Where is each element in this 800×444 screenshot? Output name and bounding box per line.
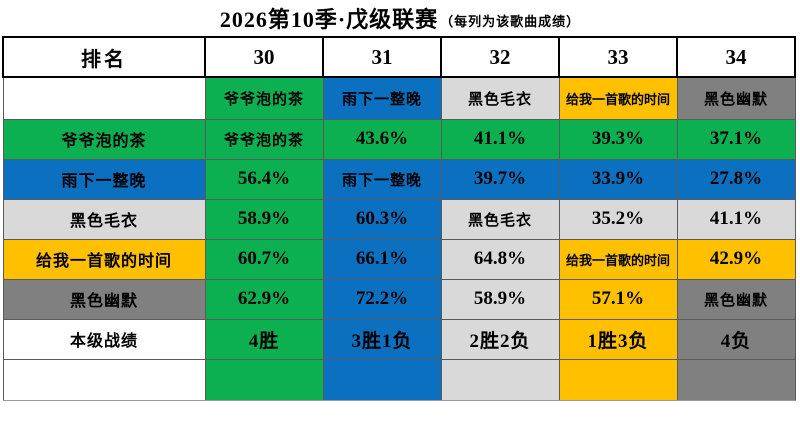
rank-header-33: 33 bbox=[558, 36, 678, 78]
matrix-cell: 43.6% bbox=[322, 118, 442, 160]
record-row-label: 本级战绩 bbox=[2, 318, 206, 360]
song-name-cell: 雨下一整晚 bbox=[322, 158, 442, 200]
record-cell: 4胜 bbox=[204, 318, 324, 360]
empty-color-cell bbox=[440, 358, 560, 401]
matrix-cell: 39.3% bbox=[558, 118, 678, 160]
song-name-cell: 给我一首歌的时间 bbox=[558, 238, 678, 280]
row-label: 雨下一整晚 bbox=[2, 158, 206, 200]
matrix-cell: 39.7% bbox=[440, 158, 560, 200]
matrix-cell: 41.1% bbox=[676, 198, 796, 240]
matrix-cell: 58.9% bbox=[204, 198, 324, 240]
song-header-cell: 爷爷泡的茶 bbox=[204, 76, 324, 120]
empty-color-cell bbox=[204, 358, 324, 401]
matrix-cell: 62.9% bbox=[204, 278, 324, 320]
matrix-cell: 35.2% bbox=[558, 198, 678, 240]
row-label: 爷爷泡的茶 bbox=[2, 118, 206, 160]
matrix-cell: 37.1% bbox=[676, 118, 796, 160]
row-label: 黑色毛衣 bbox=[2, 198, 206, 240]
record-cell: 1胜3负 bbox=[558, 318, 678, 360]
song-name-cell: 爷爷泡的茶 bbox=[204, 118, 324, 160]
rank-header-30: 30 bbox=[204, 36, 324, 78]
empty-color-cell bbox=[676, 358, 796, 401]
rank-header-32: 32 bbox=[440, 36, 560, 78]
song-header-row: 爷爷泡的茶 雨下一整晚 黑色毛衣 给我一首歌的时间 黑色幽默 bbox=[2, 76, 796, 120]
page-title: 2026第10季·戊级联赛 （每列为该歌曲成绩） bbox=[0, 0, 800, 36]
matrix-cell: 60.7% bbox=[204, 238, 324, 280]
song-header-cell: 黑色幽默 bbox=[676, 76, 796, 120]
matrix-cell: 64.8% bbox=[440, 238, 560, 280]
record-row: 本级战绩 4胜 3胜1负 2胜2负 1胜3负 4负 bbox=[2, 318, 796, 360]
matrix-cell: 57.1% bbox=[558, 278, 678, 320]
blank-corner-cell bbox=[2, 76, 206, 120]
matrix-cell: 66.1% bbox=[322, 238, 442, 280]
title-note-text: （每列为该歌曲成绩） bbox=[440, 13, 581, 29]
record-cell: 4负 bbox=[676, 318, 796, 360]
rank-header-34: 34 bbox=[676, 36, 796, 78]
row-label: 黑色幽默 bbox=[2, 278, 206, 320]
rank-corner-header: 排名 bbox=[2, 36, 206, 78]
matrix-cell: 41.1% bbox=[440, 118, 560, 160]
matrix-cell: 56.4% bbox=[204, 158, 324, 200]
song-header-cell: 雨下一整晚 bbox=[322, 76, 442, 120]
matrix-row: 给我一首歌的时间 60.7% 66.1% 64.8% 给我一首歌的时间 42.9… bbox=[2, 238, 796, 280]
matrix-row: 黑色毛衣 58.9% 60.3% 黑色毛衣 35.2% 41.1% bbox=[2, 198, 796, 240]
record-cell: 2胜2负 bbox=[440, 318, 560, 360]
matrix-cell: 27.8% bbox=[676, 158, 796, 200]
row-label: 给我一首歌的时间 bbox=[2, 238, 206, 280]
empty-row bbox=[2, 358, 796, 401]
empty-label-cell bbox=[2, 358, 206, 401]
league-table: 排名 30 31 32 33 34 爷爷泡的茶 雨下一整晚 黑色毛衣 给我一首歌… bbox=[2, 36, 796, 401]
empty-color-cell bbox=[322, 358, 442, 401]
matrix-cell: 58.9% bbox=[440, 278, 560, 320]
record-cell: 3胜1负 bbox=[322, 318, 442, 360]
matrix-row: 爷爷泡的茶 爷爷泡的茶 43.6% 41.1% 39.3% 37.1% bbox=[2, 118, 796, 160]
matrix-cell: 60.3% bbox=[322, 198, 442, 240]
empty-color-cell bbox=[558, 358, 678, 401]
song-header-cell: 给我一首歌的时间 bbox=[558, 76, 678, 120]
song-name-cell: 黑色毛衣 bbox=[440, 198, 560, 240]
matrix-cell: 72.2% bbox=[322, 278, 442, 320]
song-name-cell: 黑色幽默 bbox=[676, 278, 796, 320]
rank-header-row: 排名 30 31 32 33 34 bbox=[2, 36, 796, 78]
matrix-cell: 42.9% bbox=[676, 238, 796, 280]
matrix-row: 黑色幽默 62.9% 72.2% 58.9% 57.1% 黑色幽默 bbox=[2, 278, 796, 320]
title-main-text: 2026第10季·戊级联赛 bbox=[219, 7, 439, 32]
matrix-cell: 33.9% bbox=[558, 158, 678, 200]
matrix-row: 雨下一整晚 56.4% 雨下一整晚 39.7% 33.9% 27.8% bbox=[2, 158, 796, 200]
rank-header-31: 31 bbox=[322, 36, 442, 78]
song-header-cell: 黑色毛衣 bbox=[440, 76, 560, 120]
